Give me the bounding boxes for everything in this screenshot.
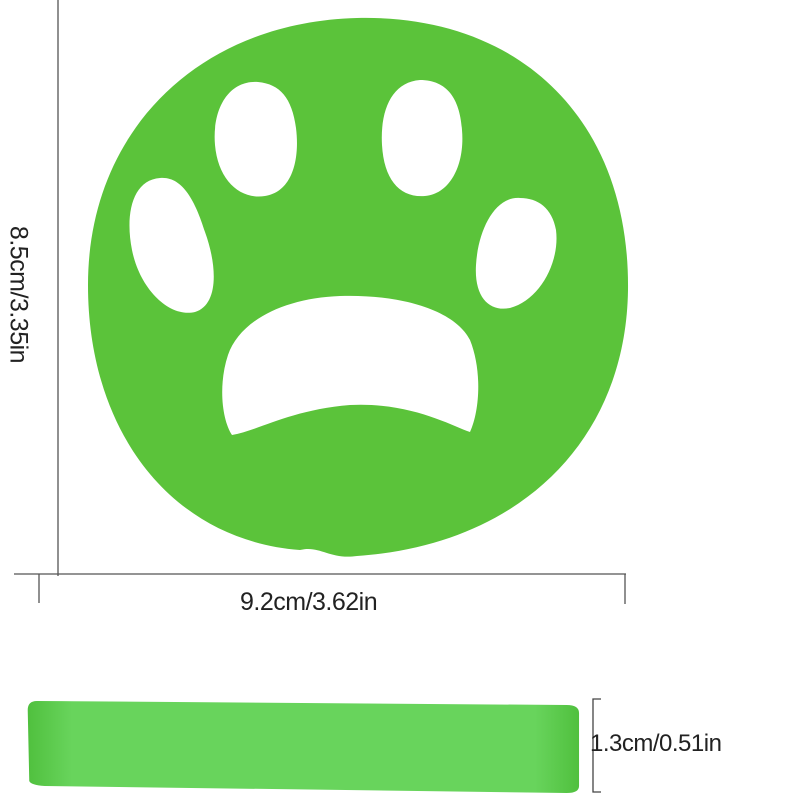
thickness-label: 1.3cm/0.51in [590, 730, 722, 757]
width-label: 9.2cm/3.62in [240, 588, 378, 616]
paw-shaped-remover-top [88, 17, 629, 557]
height-label: 8.5cm/3.35in [4, 225, 33, 364]
thickness-bracket [592, 698, 601, 793]
remover-side-view [27, 701, 580, 793]
